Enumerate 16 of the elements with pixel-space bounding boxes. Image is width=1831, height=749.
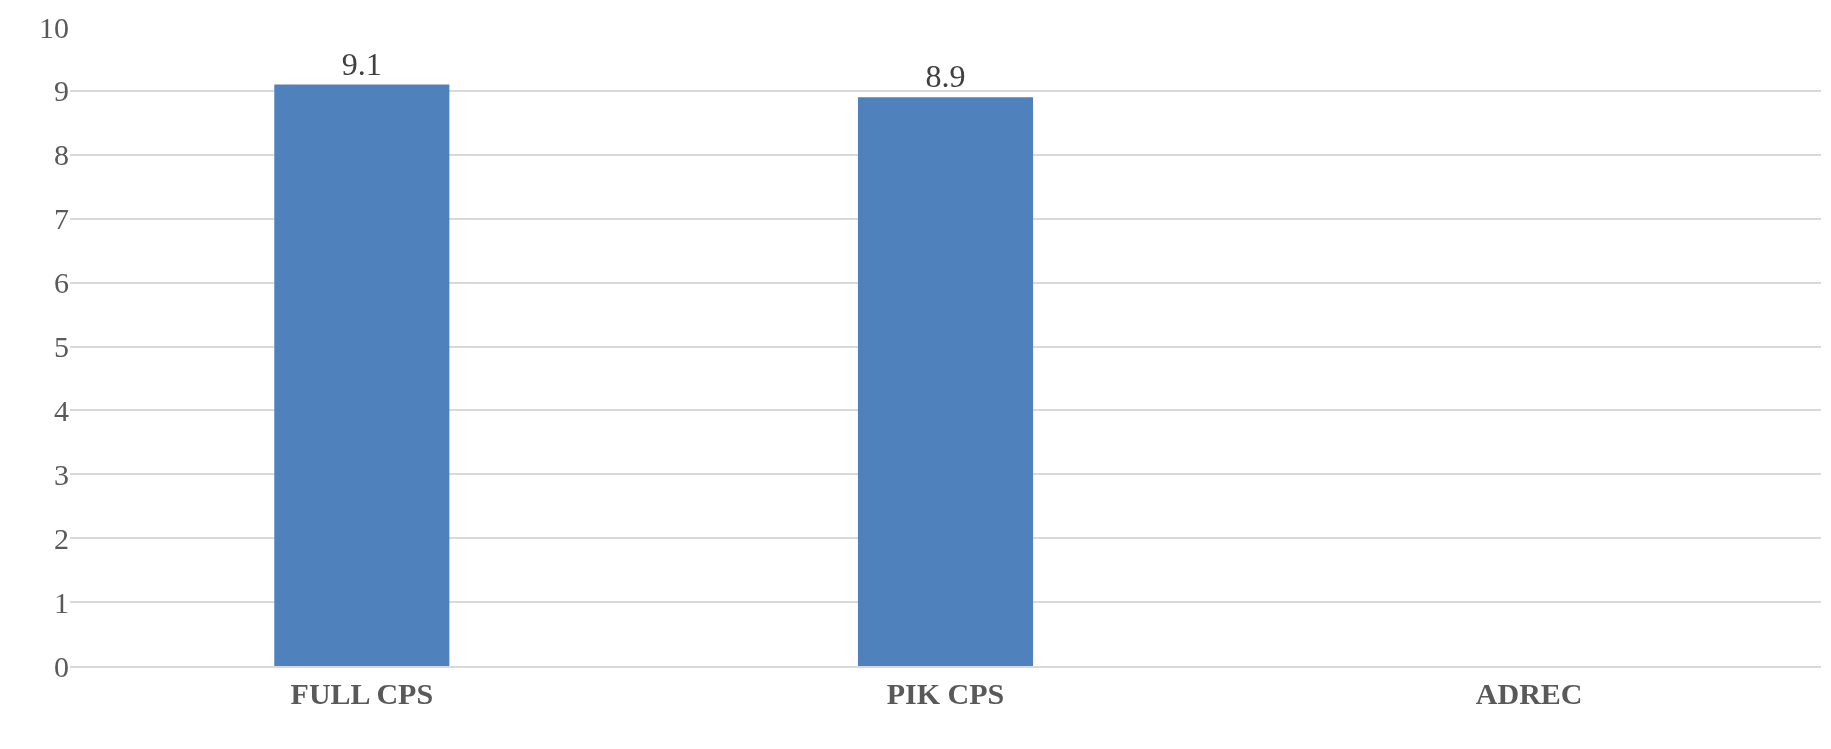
x-tick-label: FULL CPS xyxy=(290,677,434,710)
y-tick-label: 4 xyxy=(54,393,69,427)
y-tick-label: 2 xyxy=(54,521,69,555)
data-label: 8.9 xyxy=(925,58,966,95)
x-tick-label: PIK CPS xyxy=(886,677,1005,710)
y-tick-label: 9 xyxy=(54,74,69,108)
y-tick-label: 3 xyxy=(54,457,69,491)
y-tick-label: 5 xyxy=(54,330,69,363)
x-tick-label: ADREC xyxy=(1475,677,1583,710)
y-tick-label: 7 xyxy=(54,202,69,236)
y-tick-label: 10 xyxy=(39,10,69,44)
y-tick-label: 8 xyxy=(54,138,69,172)
y-tick-label: 6 xyxy=(54,266,69,300)
data-label: 9.1 xyxy=(341,45,382,82)
y-tick-label: 0 xyxy=(54,649,69,683)
y-tick-label: 1 xyxy=(54,585,69,619)
